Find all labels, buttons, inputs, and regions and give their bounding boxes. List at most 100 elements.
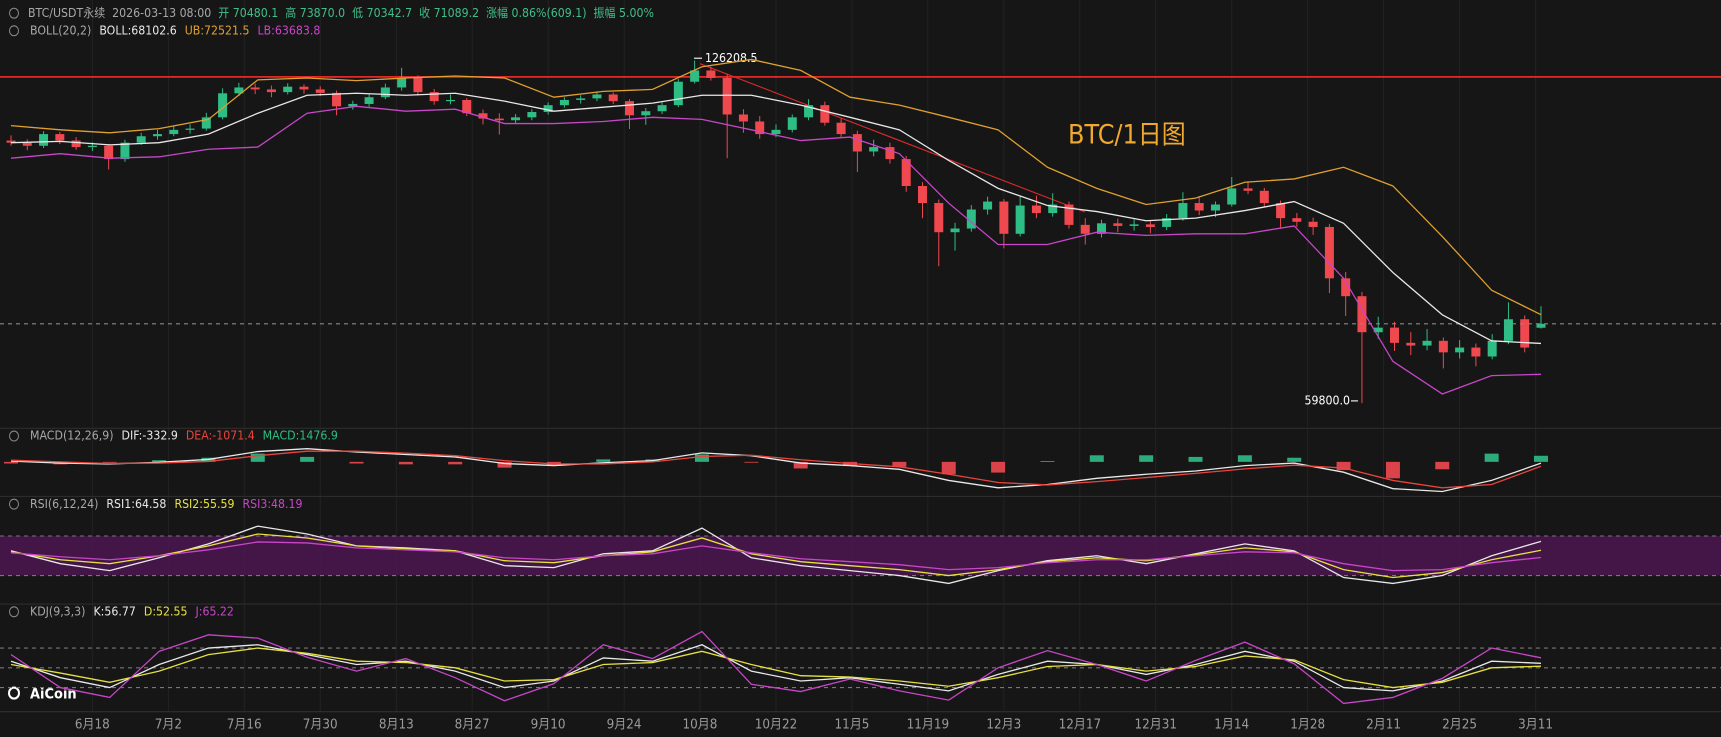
candle-body [1113, 223, 1123, 226]
grid [91, 0, 1537, 712]
candle-body [1520, 319, 1530, 348]
candle-body [1390, 327, 1400, 343]
x-tick-label: 1月14 [1214, 716, 1249, 732]
macd-bar [1484, 453, 1499, 462]
logo-text: AiCoin [30, 686, 77, 703]
candle-body [315, 89, 325, 93]
indicator-line [10, 58, 1542, 316]
candle-body [983, 201, 993, 210]
candle-body [787, 117, 797, 130]
candle-body [1145, 224, 1155, 227]
x-tick-label: 1月28 [1290, 716, 1325, 732]
candle-body [22, 142, 32, 146]
x-tick-label: 10月22 [755, 716, 798, 732]
candle-body [1487, 340, 1497, 357]
header-icon [9, 7, 19, 19]
legend-icon [9, 498, 19, 510]
indicator-line [10, 647, 1542, 689]
macd-bar [1385, 461, 1400, 479]
macd-bar [793, 461, 808, 469]
legend-icon [9, 430, 19, 442]
header-item: 振幅 5.00% [594, 5, 654, 20]
x-tick-label: 2月25 [1442, 716, 1477, 732]
candle-body [445, 99, 455, 102]
high-label: 126208.5 [705, 50, 757, 65]
x-tick-label: 3月11 [1518, 716, 1553, 732]
macd-bar [398, 461, 413, 465]
candle-body [169, 129, 179, 135]
candle-body [1178, 203, 1188, 219]
macd-bar [941, 461, 956, 475]
legend-label: MACD:1476.9 [263, 428, 338, 443]
logo-icon [8, 686, 20, 700]
candle-body [250, 87, 260, 90]
candle-body [429, 92, 439, 102]
legend-label: BOLL(20,2) [30, 23, 91, 38]
candle-body [1015, 205, 1025, 234]
candle-body [1357, 296, 1367, 333]
macd-bar [152, 460, 167, 462]
candle-body [1455, 347, 1465, 353]
x-tick-label: 9月24 [607, 716, 642, 732]
macd-bar [744, 461, 759, 463]
x-tick-label: 12月31 [1134, 716, 1177, 732]
header-item: BTC/USDT永续 [28, 5, 106, 20]
candle-body [804, 105, 814, 118]
header-item: 开 70480.1 [218, 5, 278, 20]
macd-bar [4, 461, 18, 464]
candle-body [1503, 319, 1513, 341]
candle-body [1308, 221, 1318, 227]
candle-body [152, 134, 162, 137]
candle-body [1373, 327, 1383, 333]
candle-body [1341, 278, 1351, 297]
candle-body [87, 145, 97, 148]
legend-label: KDJ(9,3,3) [30, 604, 85, 619]
plot-area: BTC/USDT永续 2026-03-13 08:00 开 70480.1 高 738… [0, 5, 1721, 732]
indicator-line [10, 525, 1542, 585]
x-tick-label: 7月30 [303, 716, 338, 732]
x-tick-label: 11月5 [835, 716, 870, 732]
indicator-line [10, 630, 1542, 705]
candle-body [543, 105, 553, 113]
candle-body [120, 142, 130, 160]
x-tick-label: 10月8 [683, 716, 718, 732]
candle-body [559, 99, 569, 106]
candle-body [641, 111, 651, 116]
legend-label: RSI2:55.59 [174, 496, 234, 511]
macd-bar [1089, 455, 1104, 462]
candle-body [234, 87, 244, 94]
legend-label: J:65.22 [195, 604, 234, 619]
legend-label: D:52.55 [144, 604, 188, 619]
candle-body [1031, 205, 1041, 214]
macd-bar [1139, 455, 1154, 462]
candle-body [1422, 340, 1432, 346]
candle-body [950, 228, 960, 233]
candle-body [1080, 224, 1090, 234]
logo: AiCoin [8, 686, 77, 703]
candle-body [755, 121, 765, 135]
legend-label: UB:72521.5 [185, 23, 250, 38]
macd-bar [448, 461, 463, 465]
macd-bar [1435, 461, 1450, 470]
candle-body [690, 70, 700, 82]
legend-label: BOLL:68102.6 [99, 23, 176, 38]
candle-body [1210, 204, 1220, 211]
x-tick-label: 11月19 [907, 716, 950, 732]
macd-bar [694, 454, 709, 462]
candle-body [104, 145, 114, 160]
header-item: 2026-03-13 08:00 [112, 5, 211, 20]
indicator-line [10, 541, 1542, 572]
indicator-line [10, 533, 1542, 579]
candle-body [527, 112, 537, 118]
candle-body [852, 134, 862, 152]
candle-body [55, 134, 65, 141]
candle-body [462, 99, 472, 114]
macd-bar [1336, 461, 1351, 471]
macd-bar [102, 461, 117, 463]
legend-label: DEA:-1071.4 [186, 428, 255, 443]
indicator-line [10, 105, 1542, 395]
legend-label: RSI1:64.58 [106, 496, 166, 511]
macd-bar [892, 461, 907, 467]
candle-body [39, 134, 49, 146]
